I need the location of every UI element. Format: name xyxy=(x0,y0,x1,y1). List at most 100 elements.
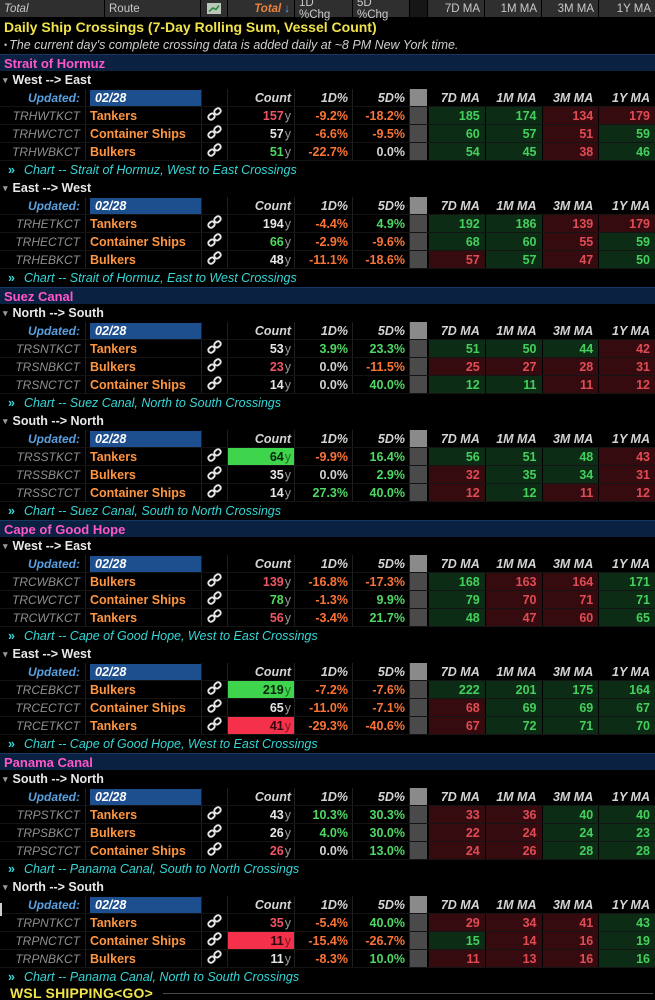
header-1d-chg[interactable]: 1D %Chg xyxy=(295,0,353,21)
collapse-caret-icon[interactable]: ▾ xyxy=(3,415,8,426)
chain-link-icon[interactable] xyxy=(207,573,222,590)
vessel-type-label[interactable]: Tankers xyxy=(90,610,138,625)
ticker[interactable]: TRSSTKCT xyxy=(16,449,80,464)
header-3m-ma[interactable]: 3M MA xyxy=(542,0,599,17)
ticker[interactable]: TRCEBKCT xyxy=(15,682,80,697)
chain-link-icon[interactable] xyxy=(207,466,222,483)
ticker[interactable]: TRPSCTCT xyxy=(16,843,80,858)
vessel-type-label[interactable]: Tankers xyxy=(90,449,138,464)
vessel-type-label[interactable]: Container Ships xyxy=(90,485,186,500)
ticker[interactable]: TRSNTKCT xyxy=(16,341,80,356)
ticker[interactable]: TRSNBKCT xyxy=(15,359,80,374)
chart-link[interactable]: » Chart -- Panama Canal, North to South C… xyxy=(0,968,655,986)
scrollbar-thumb[interactable] xyxy=(0,903,2,916)
collapse-caret-icon[interactable]: ▾ xyxy=(3,540,8,551)
vessel-type-label[interactable]: Tankers xyxy=(90,108,138,123)
chart-link[interactable]: » Chart -- Strait of Hormuz, East to West… xyxy=(0,269,655,287)
chain-link-icon[interactable] xyxy=(207,233,222,250)
chain-link-icon[interactable] xyxy=(207,699,222,716)
vessel-type-label[interactable]: Tankers xyxy=(90,807,138,822)
chain-link-icon[interactable] xyxy=(207,932,222,949)
vessel-type-label[interactable]: Bulkers xyxy=(90,144,136,159)
collapse-caret-icon[interactable]: ▾ xyxy=(3,182,8,193)
chain-link-icon[interactable] xyxy=(207,842,222,859)
ticker[interactable]: TRCECTCT xyxy=(15,700,80,715)
chart-link[interactable]: » Chart -- Cape of Good Hope, West to Eas… xyxy=(0,627,655,645)
header-7d-ma[interactable]: 7D MA xyxy=(428,0,485,17)
ma-column-label: 7D MA xyxy=(440,556,480,571)
vessel-type-label[interactable]: Container Ships xyxy=(90,234,186,249)
vessel-type-label[interactable]: Bulkers xyxy=(90,825,136,840)
chain-link-icon[interactable] xyxy=(207,251,222,268)
vessel-type-label[interactable]: Container Ships xyxy=(90,377,186,392)
vessel-type-label[interactable]: Container Ships xyxy=(90,933,186,948)
chain-link-icon[interactable] xyxy=(207,358,222,375)
chain-link-icon[interactable] xyxy=(207,376,222,393)
vessel-type-label[interactable]: Bulkers xyxy=(90,252,136,267)
vessel-type-label[interactable]: Tankers xyxy=(90,718,138,733)
vessel-type-label[interactable]: Bulkers xyxy=(90,951,136,966)
ticker[interactable]: TRHEBKCT xyxy=(15,252,80,267)
vessel-type-label[interactable]: Bulkers xyxy=(90,467,136,482)
chart-link[interactable]: » Chart -- Suez Canal, South to North Cro… xyxy=(0,502,655,520)
vessel-type-label[interactable]: Tankers xyxy=(90,216,138,231)
chain-link-icon[interactable] xyxy=(207,125,222,142)
collapse-caret-icon[interactable]: ▾ xyxy=(3,773,8,784)
chain-link-icon[interactable] xyxy=(207,806,222,823)
chain-link-icon[interactable] xyxy=(207,717,222,734)
ticker[interactable]: TRPSTKCT xyxy=(16,807,80,822)
ticker[interactable]: TRHETKCT xyxy=(16,216,80,231)
chain-link-icon[interactable] xyxy=(207,215,222,232)
ticker[interactable]: TRSSBKCT xyxy=(15,467,80,482)
header-5d-chg[interactable]: 5D %Chg xyxy=(353,0,410,21)
vessel-type-label[interactable]: Container Ships xyxy=(90,700,186,715)
collapse-caret-icon[interactable]: ▾ xyxy=(3,881,8,892)
chart-link[interactable]: » Chart -- Panama Canal, South to North C… xyxy=(0,860,655,878)
chain-link-icon[interactable] xyxy=(207,591,222,608)
header-sort-total[interactable]: Total ↓ xyxy=(228,0,295,17)
header-1y-ma[interactable]: 1Y MA xyxy=(599,0,655,17)
chain-link-icon[interactable] xyxy=(207,448,222,465)
ticker[interactable]: TRHWTKCT xyxy=(12,108,80,123)
chain-link-icon[interactable] xyxy=(207,143,222,160)
header-total[interactable]: Total xyxy=(0,0,105,17)
chain-link-icon[interactable] xyxy=(207,824,222,841)
header-route[interactable]: Route xyxy=(105,0,201,17)
ticker[interactable]: TRHWCTCT xyxy=(12,126,80,141)
ticker[interactable]: TRHECTCT xyxy=(15,234,80,249)
header-1m-ma[interactable]: 1M MA xyxy=(485,0,542,17)
ticker[interactable]: TRPNCTCT xyxy=(15,933,80,948)
chain-link-icon[interactable] xyxy=(207,914,222,931)
vessel-type-label[interactable]: Bulkers xyxy=(90,682,136,697)
chain-link-icon[interactable] xyxy=(207,609,222,626)
vessel-type-label[interactable]: Bulkers xyxy=(90,359,136,374)
chart-link[interactable]: » Chart -- Suez Canal, North to South Cro… xyxy=(0,394,655,412)
vessel-type-label[interactable]: Container Ships xyxy=(90,843,186,858)
collapse-caret-icon[interactable]: ▾ xyxy=(3,307,8,318)
ticker[interactable]: TRPSBKCT xyxy=(15,825,80,840)
ticker[interactable]: TRSSCTCT xyxy=(16,485,80,500)
ticker[interactable]: TRCETKCT xyxy=(16,718,80,733)
vessel-type-label[interactable]: Container Ships xyxy=(90,592,186,607)
chart-link[interactable]: » Chart -- Cape of Good Hope, West to Eas… xyxy=(0,735,655,753)
ticker[interactable]: TRPNBKCT xyxy=(15,951,80,966)
chain-link-icon[interactable] xyxy=(207,107,222,124)
ticker[interactable]: TRCWCTCT xyxy=(12,592,80,607)
ticker[interactable]: TRCWTKCT xyxy=(12,610,80,625)
chain-link-icon[interactable] xyxy=(207,484,222,501)
collapse-caret-icon[interactable]: ▾ xyxy=(3,648,8,659)
ticker[interactable]: TRHWBKCT xyxy=(12,144,80,159)
vessel-type-label[interactable]: Container Ships xyxy=(90,126,186,141)
chain-link-icon[interactable] xyxy=(207,681,222,698)
collapse-caret-icon[interactable]: ▾ xyxy=(3,74,8,85)
ticker[interactable]: TRSNCTCT xyxy=(15,377,80,392)
chain-link-icon[interactable] xyxy=(207,950,222,967)
vessel-type-label[interactable]: Bulkers xyxy=(90,574,136,589)
ticker[interactable]: TRCWBKCT xyxy=(12,574,80,589)
vessel-type-label[interactable]: Tankers xyxy=(90,915,138,930)
chart-link[interactable]: » Chart -- Strait of Hormuz, West to East… xyxy=(0,161,655,179)
chain-link-icon[interactable] xyxy=(207,340,222,357)
command-text[interactable]: WSL SHIPPING<GO> xyxy=(10,985,153,1000)
vessel-type-label[interactable]: Tankers xyxy=(90,341,138,356)
ticker[interactable]: TRPNTKCT xyxy=(16,915,80,930)
